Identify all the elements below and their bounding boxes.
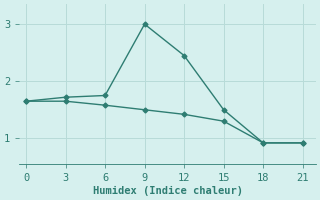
X-axis label: Humidex (Indice chaleur): Humidex (Indice chaleur) [92,186,243,196]
